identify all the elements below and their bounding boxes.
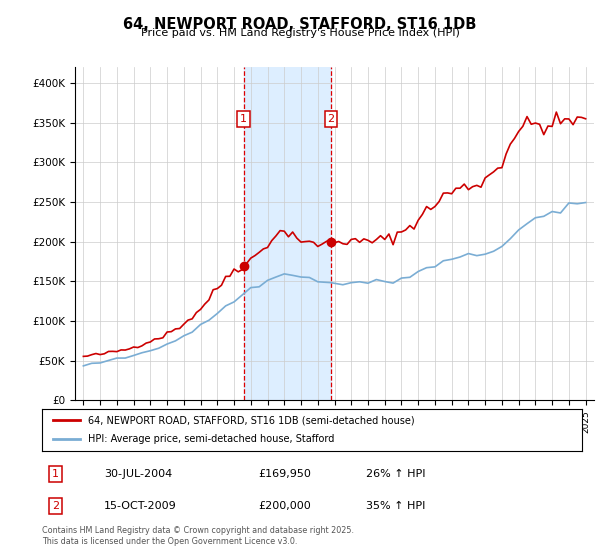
Text: 26% ↑ HPI: 26% ↑ HPI bbox=[366, 469, 425, 479]
Text: 30-JUL-2004: 30-JUL-2004 bbox=[104, 469, 172, 479]
Text: 64, NEWPORT ROAD, STAFFORD, ST16 1DB: 64, NEWPORT ROAD, STAFFORD, ST16 1DB bbox=[124, 17, 476, 32]
Bar bbox=[244, 67, 331, 400]
Text: 64, NEWPORT ROAD, STAFFORD, ST16 1DB (semi-detached house): 64, NEWPORT ROAD, STAFFORD, ST16 1DB (se… bbox=[88, 415, 415, 425]
Text: Contains HM Land Registry data © Crown copyright and database right 2025.
This d: Contains HM Land Registry data © Crown c… bbox=[42, 526, 354, 546]
Text: 15-OCT-2009: 15-OCT-2009 bbox=[104, 501, 177, 511]
Text: HPI: Average price, semi-detached house, Stafford: HPI: Average price, semi-detached house,… bbox=[88, 435, 334, 445]
Text: 2: 2 bbox=[52, 501, 59, 511]
Text: £169,950: £169,950 bbox=[258, 469, 311, 479]
Text: 1: 1 bbox=[52, 469, 59, 479]
Text: £200,000: £200,000 bbox=[258, 501, 311, 511]
Text: Price paid vs. HM Land Registry's House Price Index (HPI): Price paid vs. HM Land Registry's House … bbox=[140, 28, 460, 38]
Text: 2: 2 bbox=[328, 114, 335, 124]
Text: 1: 1 bbox=[240, 114, 247, 124]
Text: 35% ↑ HPI: 35% ↑ HPI bbox=[366, 501, 425, 511]
